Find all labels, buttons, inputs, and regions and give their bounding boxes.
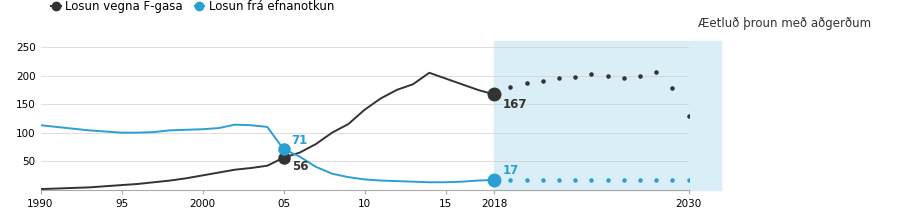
Text: 71: 71 bbox=[292, 134, 308, 147]
Text: 167: 167 bbox=[502, 98, 526, 111]
Text: 56: 56 bbox=[292, 160, 308, 173]
Text: Æetluð þroun með aðgerðum: Æetluð þroun með aðgerðum bbox=[698, 17, 870, 31]
Bar bbox=[494, 41, 721, 190]
Text: 17: 17 bbox=[502, 164, 518, 177]
Legend: Losun vegna F-gasa, Losun frá efnanotkun: Losun vegna F-gasa, Losun frá efnanotkun bbox=[47, 0, 339, 18]
